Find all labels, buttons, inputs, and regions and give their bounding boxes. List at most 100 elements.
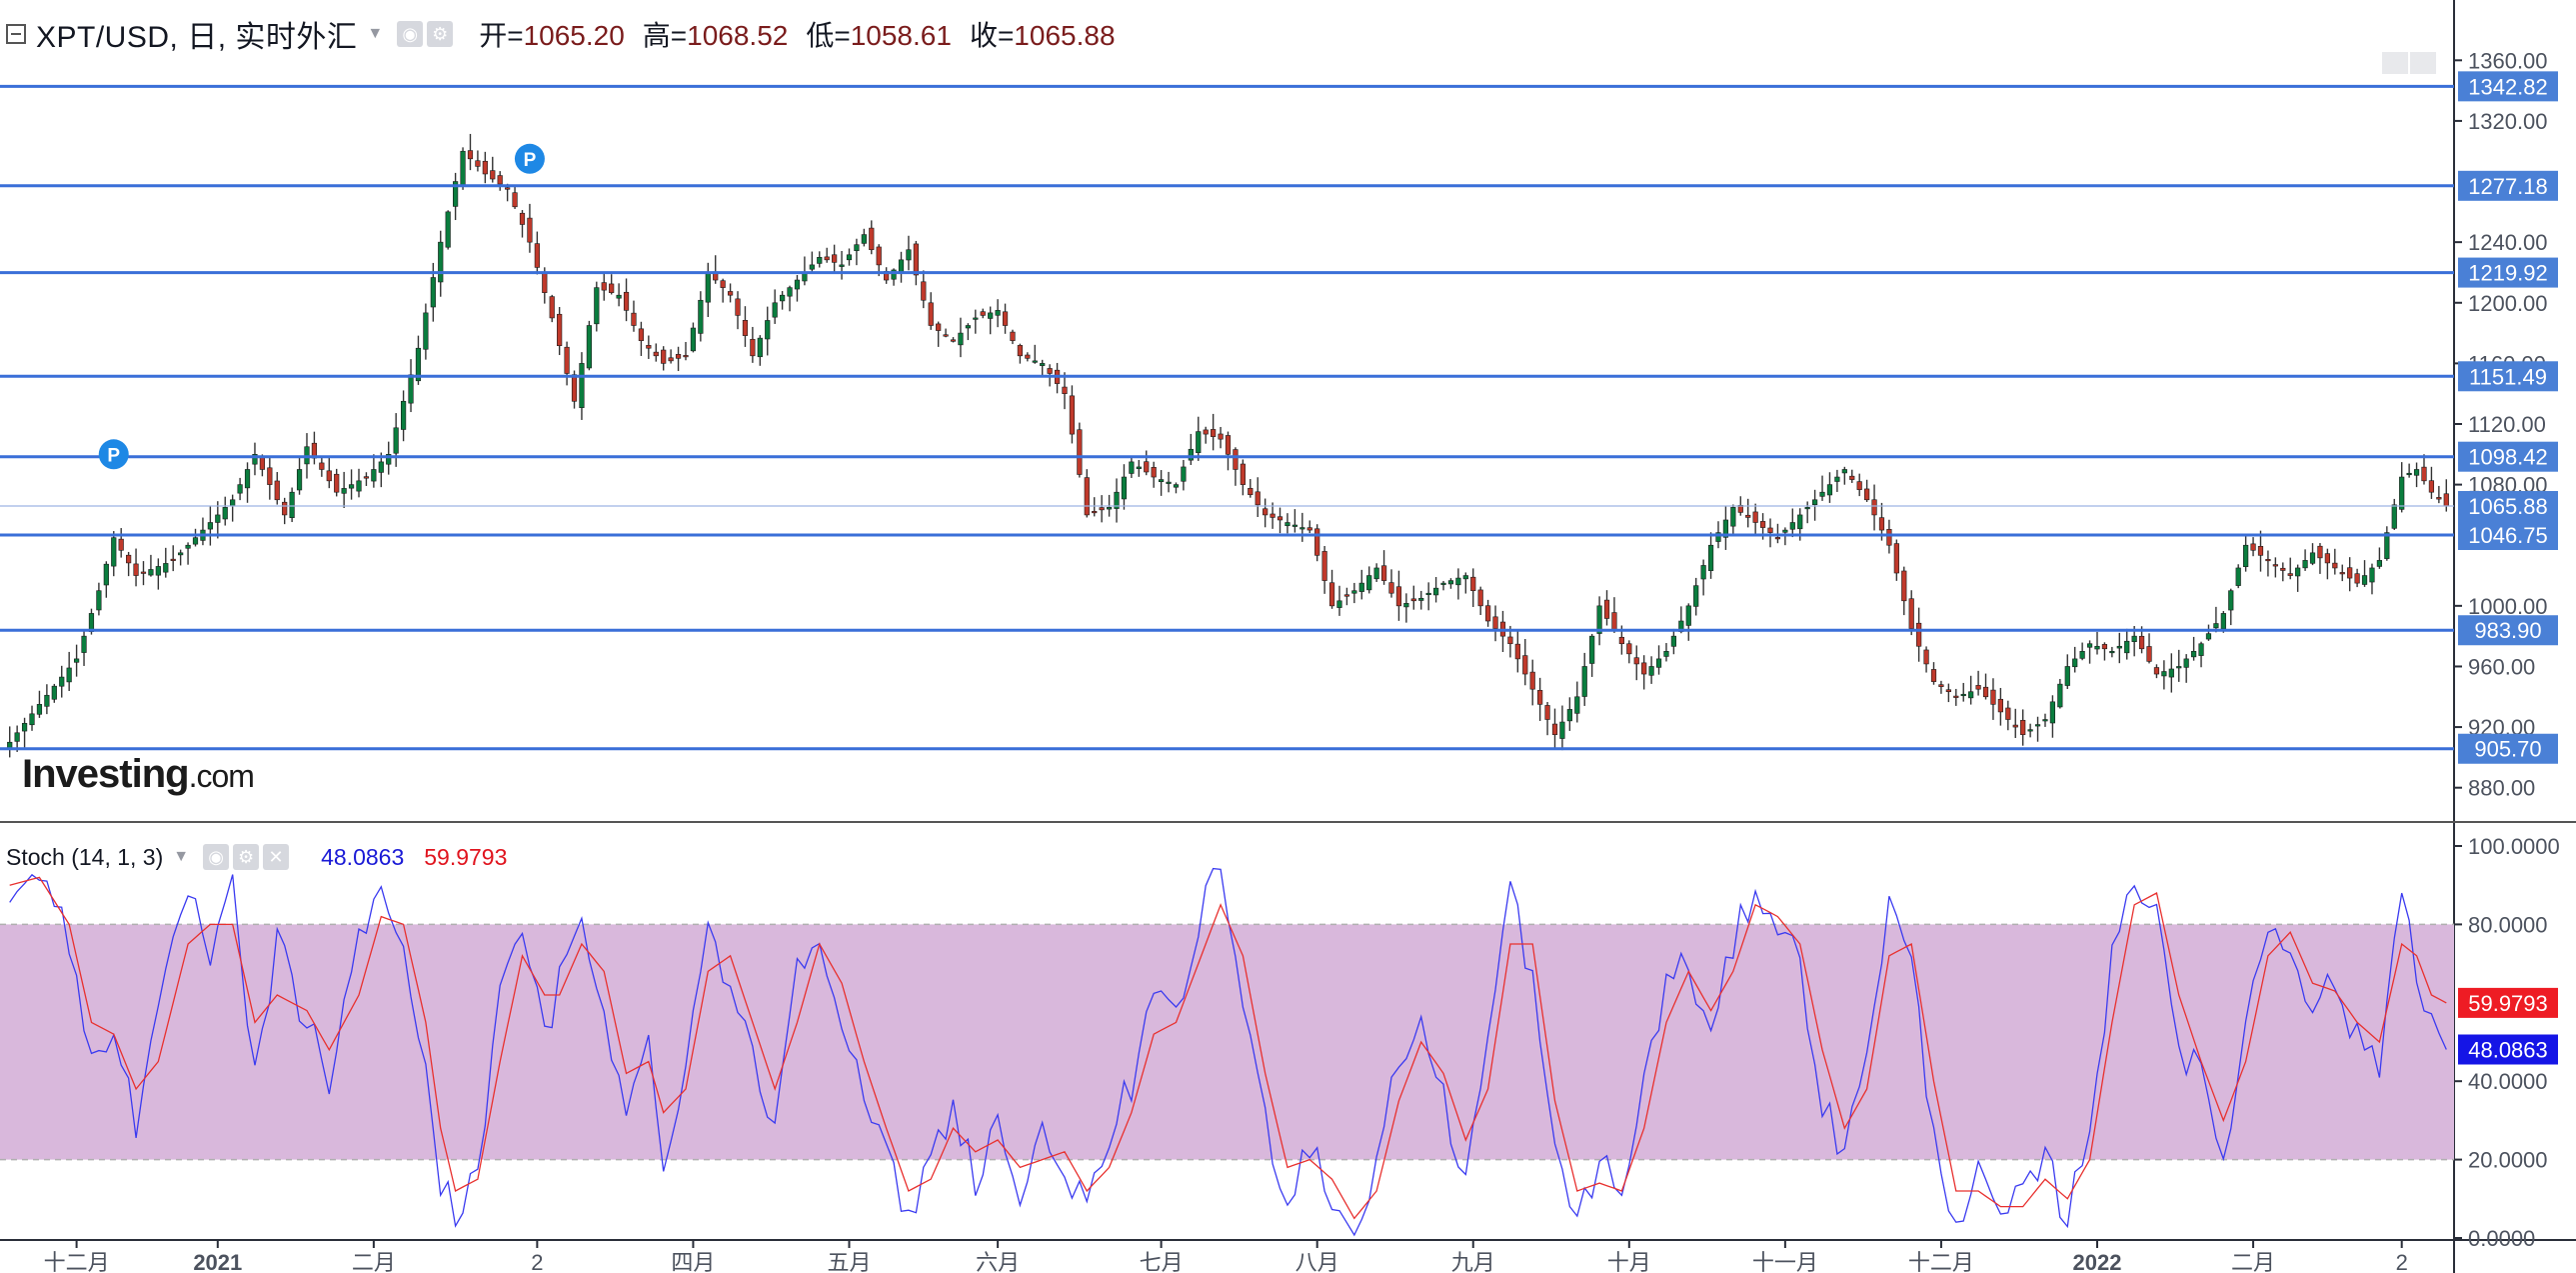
candle bbox=[73, 644, 80, 677]
candle bbox=[1655, 645, 1662, 675]
stoch-d-last-label: 59.9793 bbox=[2468, 991, 2548, 1016]
candle bbox=[1767, 518, 1773, 548]
candle bbox=[2332, 548, 2338, 575]
candle bbox=[928, 292, 934, 330]
candle bbox=[1953, 688, 1959, 706]
candle bbox=[2302, 549, 2308, 571]
candle bbox=[765, 306, 771, 356]
candle bbox=[2280, 562, 2286, 582]
eye-icon[interactable]: ◉ bbox=[203, 844, 230, 870]
candle bbox=[460, 147, 466, 190]
candle bbox=[1916, 607, 1922, 662]
horizontal-levels[interactable]: 1342.82 1277.18 1219.92 1151.49 1098.42 1046.… bbox=[0, 71, 2558, 764]
pivot-marker[interactable]: P bbox=[514, 143, 545, 174]
candle bbox=[2235, 564, 2241, 589]
candle bbox=[341, 471, 347, 508]
candle bbox=[1270, 502, 1276, 529]
candle bbox=[579, 352, 585, 420]
candle bbox=[921, 270, 927, 309]
candle bbox=[445, 210, 451, 250]
eye-icon[interactable]: ◉ bbox=[397, 21, 424, 47]
candle bbox=[1358, 569, 1364, 600]
scale-up-button[interactable] bbox=[2410, 52, 2436, 74]
price-tick-label: 1200.00 bbox=[2468, 291, 2548, 316]
candle bbox=[1188, 433, 1194, 465]
candle bbox=[943, 328, 949, 338]
candlestick-series bbox=[7, 133, 2449, 758]
ohlc-values: 开=1065.20 高=1068.52 低=1058.61 收=1065.88 bbox=[479, 14, 1115, 54]
candle bbox=[2213, 606, 2219, 633]
candle bbox=[111, 531, 117, 577]
ohlc-item: 高=1068.52 bbox=[643, 14, 789, 54]
candle bbox=[1159, 470, 1165, 496]
close-icon[interactable]: ✕ bbox=[263, 844, 290, 870]
candle bbox=[326, 456, 332, 489]
scale-down-button[interactable] bbox=[2382, 52, 2408, 74]
candle bbox=[1447, 578, 1454, 589]
candle bbox=[586, 320, 592, 371]
candle bbox=[757, 335, 763, 366]
level-label-box bbox=[2458, 257, 2558, 288]
candle bbox=[884, 267, 890, 284]
candle bbox=[2436, 485, 2442, 504]
symbol-title[interactable]: XPT/USD, 日, 实时外汇 bbox=[36, 21, 358, 54]
gear-icon[interactable]: ⚙ bbox=[233, 844, 260, 870]
candle bbox=[534, 231, 540, 275]
collapse-icon[interactable] bbox=[6, 24, 26, 44]
candle bbox=[1121, 464, 1128, 510]
candle bbox=[1040, 359, 1046, 376]
candle bbox=[2049, 695, 2056, 738]
stoch-axis[interactable]: 100.0000 80.0000 40.0000 20.0000 0.0000 bbox=[2454, 834, 2560, 1251]
candle bbox=[1099, 495, 1105, 523]
candle bbox=[1306, 520, 1312, 534]
gear-icon[interactable]: ⚙ bbox=[427, 21, 454, 47]
ohlc-value: 1058.61 bbox=[850, 20, 952, 51]
candle bbox=[557, 306, 563, 356]
candle bbox=[2124, 628, 2130, 660]
candle bbox=[2027, 723, 2033, 738]
stoch-title[interactable]: Stoch (14, 1, 3) bbox=[6, 843, 164, 870]
ohlc-value: 1065.88 bbox=[1014, 20, 1116, 51]
time-tick-label: 八月 bbox=[1295, 1250, 1339, 1273]
candle bbox=[1380, 550, 1387, 585]
candle bbox=[2391, 498, 2397, 530]
stoch-tick-label: 80.0000 bbox=[2468, 912, 2548, 937]
candle bbox=[1574, 681, 1580, 723]
candle bbox=[51, 683, 57, 703]
candle bbox=[1462, 572, 1468, 594]
time-axis[interactable]: 十二月 2021 二月 2 四月 五月 六月 七月 八月 九月 十月 十一月 十二月 2022 二月 2 bbox=[44, 1240, 2408, 1273]
price-axis[interactable]: 1360.001320.001240.001200.001160.001120.… bbox=[2454, 48, 2548, 801]
candle bbox=[898, 251, 905, 283]
ohlc-value: 1068.52 bbox=[687, 20, 789, 51]
candle bbox=[1648, 656, 1654, 684]
ohlc-key: 高= bbox=[642, 20, 688, 51]
time-tick-label: 十月 bbox=[1607, 1250, 1651, 1273]
candle bbox=[103, 561, 109, 598]
candle bbox=[400, 390, 407, 442]
candle bbox=[1908, 590, 1914, 636]
candle bbox=[1343, 587, 1350, 606]
chevron-down-icon[interactable]: ▼ bbox=[367, 25, 384, 42]
candle bbox=[675, 346, 682, 372]
candle bbox=[817, 251, 823, 268]
candle bbox=[1663, 643, 1669, 662]
last-price-box bbox=[2458, 491, 2558, 522]
candle bbox=[1144, 450, 1150, 476]
candle bbox=[1425, 582, 1431, 611]
time-tick-label: 2021 bbox=[193, 1250, 242, 1273]
candle bbox=[750, 326, 756, 363]
pivot-marker[interactable]: P bbox=[98, 439, 129, 470]
candle bbox=[2369, 563, 2375, 595]
level-label: 983.90 bbox=[2474, 618, 2541, 643]
level-label: 905.70 bbox=[2474, 737, 2541, 762]
candle bbox=[252, 442, 258, 476]
candle bbox=[869, 220, 875, 255]
candle bbox=[661, 346, 667, 371]
candle bbox=[1529, 659, 1535, 706]
candle bbox=[282, 497, 288, 525]
candle bbox=[1136, 459, 1142, 477]
stoch-legend: Stoch (14, 1, 3) ▼ ◉ ⚙ ✕ 48.0863 59.9793 bbox=[6, 840, 507, 874]
chevron-down-icon[interactable]: ▼ bbox=[173, 848, 190, 865]
candle bbox=[1173, 482, 1180, 494]
